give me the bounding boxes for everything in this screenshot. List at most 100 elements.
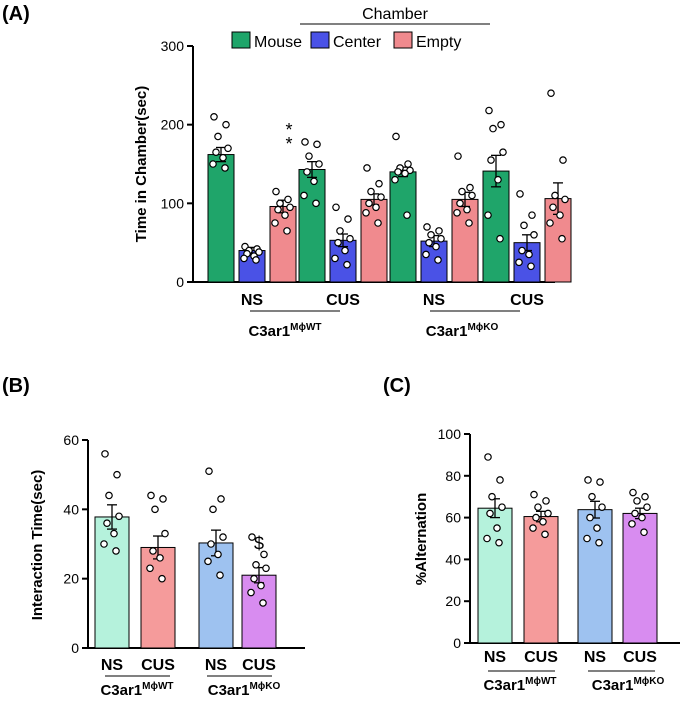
panel-c-y-tick-label-3: 60	[445, 510, 461, 526]
panel-a-group-label-3: CUS	[510, 292, 544, 309]
legend-label-empty: Empty	[416, 34, 461, 51]
panel-b-y-tick-label-2: 40	[63, 501, 79, 517]
panel-a-2-empty-point-4	[456, 199, 464, 208]
panel-label-c: (C)	[383, 375, 411, 397]
panel-b-y-tick-label-3: 60	[63, 432, 79, 448]
panel-a-1-center-point-0	[332, 203, 340, 212]
panel-b-bar-3-point-5	[257, 581, 265, 590]
panel-c-bar-1-point-7	[541, 530, 549, 539]
panel-c-bar-0-point-5	[493, 524, 501, 532]
panel-b-annotation-3: $	[254, 534, 264, 554]
panel-a-2-mouse-point-5	[401, 169, 409, 178]
panel-a-0-empty-point-5	[281, 211, 289, 219]
panel-c-y-tick-label-4: 80	[445, 468, 461, 484]
panel-a-3-center-point-7	[527, 262, 535, 271]
panel-a-0-center-point-6	[240, 254, 248, 263]
panel-c-bar-0-point-6	[483, 534, 491, 543]
panel-a-2-center-point-5	[432, 242, 440, 251]
panel-a-1-mouse-point-7	[312, 199, 320, 208]
panel-a-y-tick-label-0: 0	[176, 274, 184, 290]
panel-a-1-mouse-bar	[298, 169, 326, 283]
panel-a-2-center-point-0	[423, 223, 431, 231]
panel-a-group-label-0: NS	[241, 292, 264, 309]
legend-label-mouse: Mouse	[254, 34, 302, 51]
panel-b-bar-0-point-6	[100, 540, 108, 548]
panel-a-y-tick-label-1: 100	[161, 195, 185, 211]
panel-c-genotype-ko: C3ar1MϕKO	[592, 676, 665, 694]
panel-a-2-mouse-point-4	[394, 168, 402, 176]
panel-a-3-mouse-point-4	[487, 156, 495, 164]
panel-a-0-center-point-3	[255, 248, 263, 256]
panel-a-2-empty-point-3	[468, 191, 476, 200]
panel-a-1-mouse-point-4	[303, 168, 311, 176]
panel-a-3-empty-point-2	[551, 191, 559, 200]
panel-a-1-mouse-point-5	[310, 177, 318, 186]
panel-b-bar-1-point-2	[151, 505, 159, 514]
panel-a-3-center-point-1	[528, 211, 536, 219]
panel-a-genotype-wt: C3ar1MϕWT	[248, 322, 321, 340]
panel-a-2-empty-point-1	[466, 183, 474, 192]
panel-a-3-mouse-point-7	[496, 234, 504, 243]
panel-c-bar-0-point-4	[486, 509, 494, 518]
panel-b-bar-0-bar	[94, 516, 130, 649]
panel-a-1-empty-point-6	[362, 208, 370, 217]
panel-a-y-tick-label-2: 200	[161, 117, 185, 133]
panel-c-bar-3-bar	[622, 512, 658, 644]
legend-label-center: Center	[333, 34, 382, 51]
panel-c-bar-1-point-0	[530, 490, 538, 499]
panel-c-bar-3-point-1	[641, 492, 649, 501]
panel-c-bar-1-point-3	[544, 509, 552, 518]
panel-a-3-mouse-point-0	[485, 106, 493, 115]
panel-a-2-empty-point-7	[465, 219, 473, 227]
panel-a-1-mouse-point-1	[313, 140, 321, 149]
panel-b-bar-1-point-0	[147, 491, 155, 500]
panel-c-bar-1-point-1	[542, 497, 550, 505]
panel-b-bar-0-point-0	[101, 450, 109, 458]
panel-b-bar-3-point-3	[262, 564, 270, 573]
panel-a-3-center-point-3	[530, 231, 538, 239]
panel-a-group-label-2: NS	[423, 292, 446, 309]
panel-a-0-empty-point-4	[274, 205, 282, 214]
panel-b-bar-2-point-1	[217, 495, 225, 503]
panel-b-bar-2-point-6	[204, 557, 212, 566]
panel-c-y-tick-label-0: 0	[453, 635, 461, 651]
panel-c-bar-3-point-6	[628, 520, 636, 528]
panel-a-0-mouse-point-7	[221, 164, 229, 172]
panel-a-2-empty-point-0	[454, 152, 462, 160]
panel-c-bar-1-point-2	[534, 503, 542, 511]
panel-a-1-center-point-2	[336, 227, 344, 235]
panel-b-category-3: CUS	[242, 657, 276, 674]
legend: Mouse Center Empty	[231, 31, 461, 51]
panel-b-y-title: Interaction Time(sec)	[29, 470, 46, 621]
panel-c-category-3: CUS	[623, 649, 657, 666]
legend-swatch-mouse	[231, 31, 251, 49]
panel-a-1-empty-point-2	[367, 187, 375, 196]
panel-a-0-mouse-bar	[207, 154, 235, 283]
panel-a-2-empty-point-6	[453, 208, 461, 217]
panel-c-bar-3-point-4	[631, 509, 639, 518]
panel-c-bar-2-point-7	[595, 538, 603, 547]
panel-a-1-empty-point-1	[375, 179, 383, 188]
panel-label-a: (A)	[2, 3, 30, 25]
panel-a-2-mouse-point-7	[403, 211, 411, 219]
panel-a-2-mouse-point-0	[392, 132, 400, 141]
panel-b-genotype-wt: C3ar1MϕWT	[100, 681, 173, 698]
panel-a-0-mouse-point-3	[224, 144, 232, 153]
panel-c-bar-3-point-2	[633, 497, 641, 505]
panel-c-bar-1-point-6	[529, 524, 537, 532]
panel-b-bar-3-point-6	[247, 588, 255, 597]
panel-b-bar-3-point-4	[250, 574, 258, 583]
panel-c-bar-0-point-7	[495, 538, 503, 547]
panel-a-1-center-point-5	[341, 246, 349, 255]
panel-a-3-mouse-point-1	[497, 120, 505, 129]
panel-b-bar-1-point-3	[161, 529, 169, 538]
panel-a-3-empty-point-0	[547, 89, 555, 98]
panel-a-2-mouse-point-1	[404, 160, 412, 168]
panel-a-3-mouse-bar	[482, 170, 510, 283]
panel-b-bar-2-point-0	[205, 467, 213, 476]
panel-c-category-1: CUS	[524, 649, 558, 666]
panel-b-bar-2-point-7	[216, 571, 224, 580]
panel-b-bar-3-point-1	[260, 550, 268, 559]
